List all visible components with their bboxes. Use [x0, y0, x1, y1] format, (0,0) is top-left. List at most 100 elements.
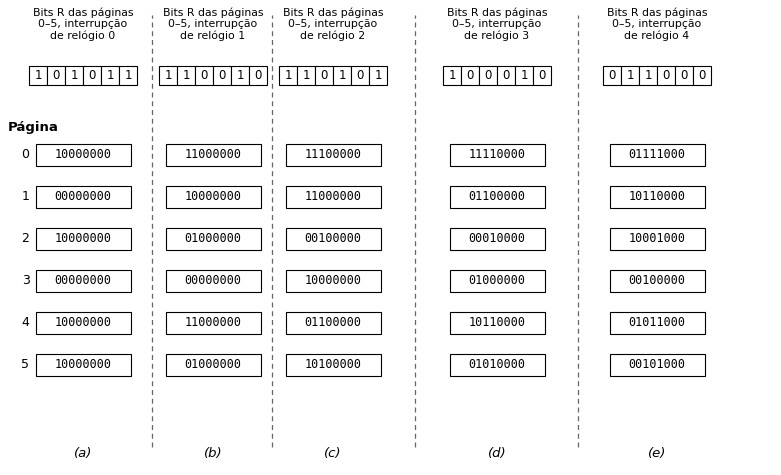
Text: 0: 0: [502, 69, 510, 82]
Bar: [603, 66, 621, 85]
Text: 1: 1: [22, 190, 30, 203]
Text: Bits R das páginas
0–5, interrupção
de relógio 3: Bits R das páginas 0–5, interrupção de r…: [447, 7, 547, 41]
Text: 0: 0: [200, 69, 208, 82]
Text: 00101000: 00101000: [629, 359, 686, 371]
Bar: [35, 228, 130, 250]
Text: 1: 1: [34, 69, 41, 82]
Bar: [83, 66, 101, 85]
Bar: [369, 66, 387, 85]
Text: 10110000: 10110000: [629, 190, 686, 203]
Bar: [166, 354, 261, 376]
Text: 10000000: 10000000: [55, 359, 112, 371]
Text: 1: 1: [236, 69, 244, 82]
Text: 1: 1: [182, 69, 190, 82]
Text: (e): (e): [647, 446, 666, 459]
Bar: [159, 66, 177, 85]
Text: 11000000: 11000000: [184, 316, 241, 330]
Bar: [35, 354, 130, 376]
Bar: [195, 66, 213, 85]
Text: (b): (b): [204, 446, 223, 459]
Text: 00100000: 00100000: [629, 275, 686, 287]
Text: 1: 1: [338, 69, 346, 82]
Text: 0: 0: [88, 69, 96, 82]
Text: 11110000: 11110000: [469, 149, 526, 162]
Bar: [609, 228, 704, 250]
Text: 2: 2: [22, 232, 30, 246]
Text: 1: 1: [626, 69, 633, 82]
Bar: [515, 66, 533, 85]
Text: 01100000: 01100000: [469, 190, 526, 203]
Bar: [461, 66, 479, 85]
Bar: [609, 186, 704, 208]
Bar: [693, 66, 711, 85]
Text: 01100000: 01100000: [305, 316, 362, 330]
Text: Bits R das páginas
0–5, interrupção
de relógio 2: Bits R das páginas 0–5, interrupção de r…: [283, 7, 383, 41]
Text: 10000000: 10000000: [55, 316, 112, 330]
Bar: [35, 144, 130, 166]
Bar: [231, 66, 249, 85]
Text: 0: 0: [22, 149, 30, 162]
Text: 10000000: 10000000: [55, 149, 112, 162]
Bar: [29, 66, 47, 85]
Bar: [315, 66, 333, 85]
Bar: [279, 66, 297, 85]
Text: (c): (c): [324, 446, 342, 459]
Text: 0: 0: [356, 69, 364, 82]
Bar: [450, 354, 544, 376]
Text: 10000000: 10000000: [305, 275, 362, 287]
Text: 0: 0: [680, 69, 688, 82]
Bar: [609, 270, 704, 292]
Text: 1: 1: [448, 69, 456, 82]
Text: 5: 5: [22, 359, 30, 371]
Text: 0: 0: [466, 69, 474, 82]
Text: 11000000: 11000000: [305, 190, 362, 203]
Bar: [450, 144, 544, 166]
Bar: [166, 186, 261, 208]
Bar: [213, 66, 231, 85]
Text: 0: 0: [698, 69, 706, 82]
Bar: [351, 66, 369, 85]
Bar: [35, 186, 130, 208]
Text: Bits R das páginas
0–5, interrupção
de relógio 4: Bits R das páginas 0–5, interrupção de r…: [607, 7, 708, 41]
Bar: [479, 66, 497, 85]
Bar: [497, 66, 515, 85]
Text: 1: 1: [164, 69, 172, 82]
Text: 00000000: 00000000: [55, 190, 112, 203]
Text: 0: 0: [320, 69, 328, 82]
Text: 0: 0: [52, 69, 59, 82]
Bar: [166, 270, 261, 292]
Bar: [450, 228, 544, 250]
Text: 1: 1: [644, 69, 652, 82]
Text: 1: 1: [374, 69, 382, 82]
Bar: [657, 66, 675, 85]
Bar: [286, 354, 380, 376]
Bar: [450, 186, 544, 208]
Text: 00010000: 00010000: [469, 232, 526, 246]
Text: 0: 0: [538, 69, 546, 82]
Text: 10110000: 10110000: [469, 316, 526, 330]
Bar: [119, 66, 137, 85]
Text: 0: 0: [255, 69, 262, 82]
Bar: [35, 312, 130, 334]
Bar: [286, 144, 380, 166]
Text: 01010000: 01010000: [469, 359, 526, 371]
Text: 0: 0: [662, 69, 669, 82]
Text: 1: 1: [284, 69, 292, 82]
Text: 00000000: 00000000: [184, 275, 241, 287]
Text: Página: Página: [8, 121, 59, 133]
Text: 0: 0: [608, 69, 615, 82]
Text: 3: 3: [22, 275, 30, 287]
Text: 01011000: 01011000: [629, 316, 686, 330]
Text: 01111000: 01111000: [629, 149, 686, 162]
Bar: [249, 66, 267, 85]
Bar: [609, 354, 704, 376]
Bar: [675, 66, 693, 85]
Text: 00100000: 00100000: [305, 232, 362, 246]
Text: 0: 0: [484, 69, 492, 82]
Text: 10100000: 10100000: [305, 359, 362, 371]
Text: 11100000: 11100000: [305, 149, 362, 162]
Text: 1: 1: [124, 69, 132, 82]
Bar: [639, 66, 657, 85]
Text: Bits R das páginas
0–5, interrupção
de relógio 1: Bits R das páginas 0–5, interrupção de r…: [162, 7, 263, 41]
Text: (d): (d): [487, 446, 506, 459]
